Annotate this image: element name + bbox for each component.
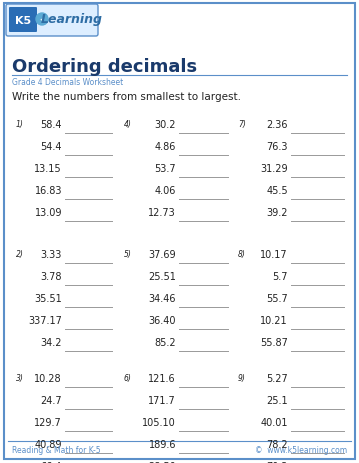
Text: 25.51: 25.51 [148,271,176,282]
Text: 171.7: 171.7 [148,395,176,405]
Text: 337.17: 337.17 [28,315,62,325]
Text: 4.06: 4.06 [155,186,176,195]
Text: 25.1: 25.1 [266,395,288,405]
Text: 4): 4) [124,120,132,129]
Text: 1): 1) [16,120,24,129]
Text: 121.6: 121.6 [148,373,176,383]
Text: 78.2: 78.2 [266,439,288,449]
Text: 5.27: 5.27 [266,373,288,383]
Text: 24.7: 24.7 [40,395,62,405]
Text: Grade 4 Decimals Worksheet: Grade 4 Decimals Worksheet [12,78,123,87]
Text: 40.01: 40.01 [261,417,288,427]
Text: 40.89: 40.89 [34,439,62,449]
Text: 2): 2) [16,250,24,258]
Text: 12.73: 12.73 [148,207,176,218]
Text: 76.3: 76.3 [266,142,288,152]
Text: 55.7: 55.7 [266,294,288,303]
Text: Ordering decimals: Ordering decimals [12,58,197,76]
Text: 189.6: 189.6 [149,439,176,449]
Text: 28.50: 28.50 [148,461,176,463]
Text: 7): 7) [238,120,246,129]
Text: Reading & Math for K-5: Reading & Math for K-5 [12,445,101,454]
Text: 105.10: 105.10 [142,417,176,427]
Text: 55.87: 55.87 [260,337,288,347]
Text: 34.2: 34.2 [41,337,62,347]
Text: 5): 5) [124,250,132,258]
Text: 36.40: 36.40 [149,315,176,325]
Text: 13.15: 13.15 [34,163,62,174]
Text: 45.5: 45.5 [266,186,288,195]
Text: ©  www.k5learning.com: © www.k5learning.com [255,445,347,454]
Text: 39.2: 39.2 [266,207,288,218]
Text: 10.21: 10.21 [260,315,288,325]
Text: 8): 8) [238,250,246,258]
Text: 3.33: 3.33 [41,250,62,259]
Text: 35.51: 35.51 [34,294,62,303]
Text: 3.78: 3.78 [41,271,62,282]
Text: 34.46: 34.46 [149,294,176,303]
Text: 5.7: 5.7 [272,271,288,282]
Text: Write the numbers from smallest to largest.: Write the numbers from smallest to large… [12,92,241,102]
Text: 9): 9) [238,373,246,382]
Circle shape [36,14,48,26]
Text: 31.29: 31.29 [260,163,288,174]
Text: ✦: ✦ [40,18,44,22]
Text: 54.4: 54.4 [41,142,62,152]
Text: 30.2: 30.2 [154,120,176,130]
Text: 37.69: 37.69 [148,250,176,259]
Text: 16.83: 16.83 [34,186,62,195]
Text: 53.7: 53.7 [154,163,176,174]
Text: K5: K5 [15,16,31,26]
Text: 3): 3) [16,373,24,382]
Text: 85.2: 85.2 [154,337,176,347]
Text: 6): 6) [124,373,132,382]
Text: 70.2: 70.2 [266,461,288,463]
Text: 13.09: 13.09 [34,207,62,218]
Text: 66.4: 66.4 [41,461,62,463]
Text: 129.7: 129.7 [34,417,62,427]
Text: Learning: Learning [41,13,103,26]
Text: 2.36: 2.36 [266,120,288,130]
FancyBboxPatch shape [6,5,98,37]
Text: 10.28: 10.28 [34,373,62,383]
Text: 58.4: 58.4 [41,120,62,130]
Text: 4.86: 4.86 [155,142,176,152]
Text: 10.17: 10.17 [260,250,288,259]
FancyBboxPatch shape [9,8,37,33]
